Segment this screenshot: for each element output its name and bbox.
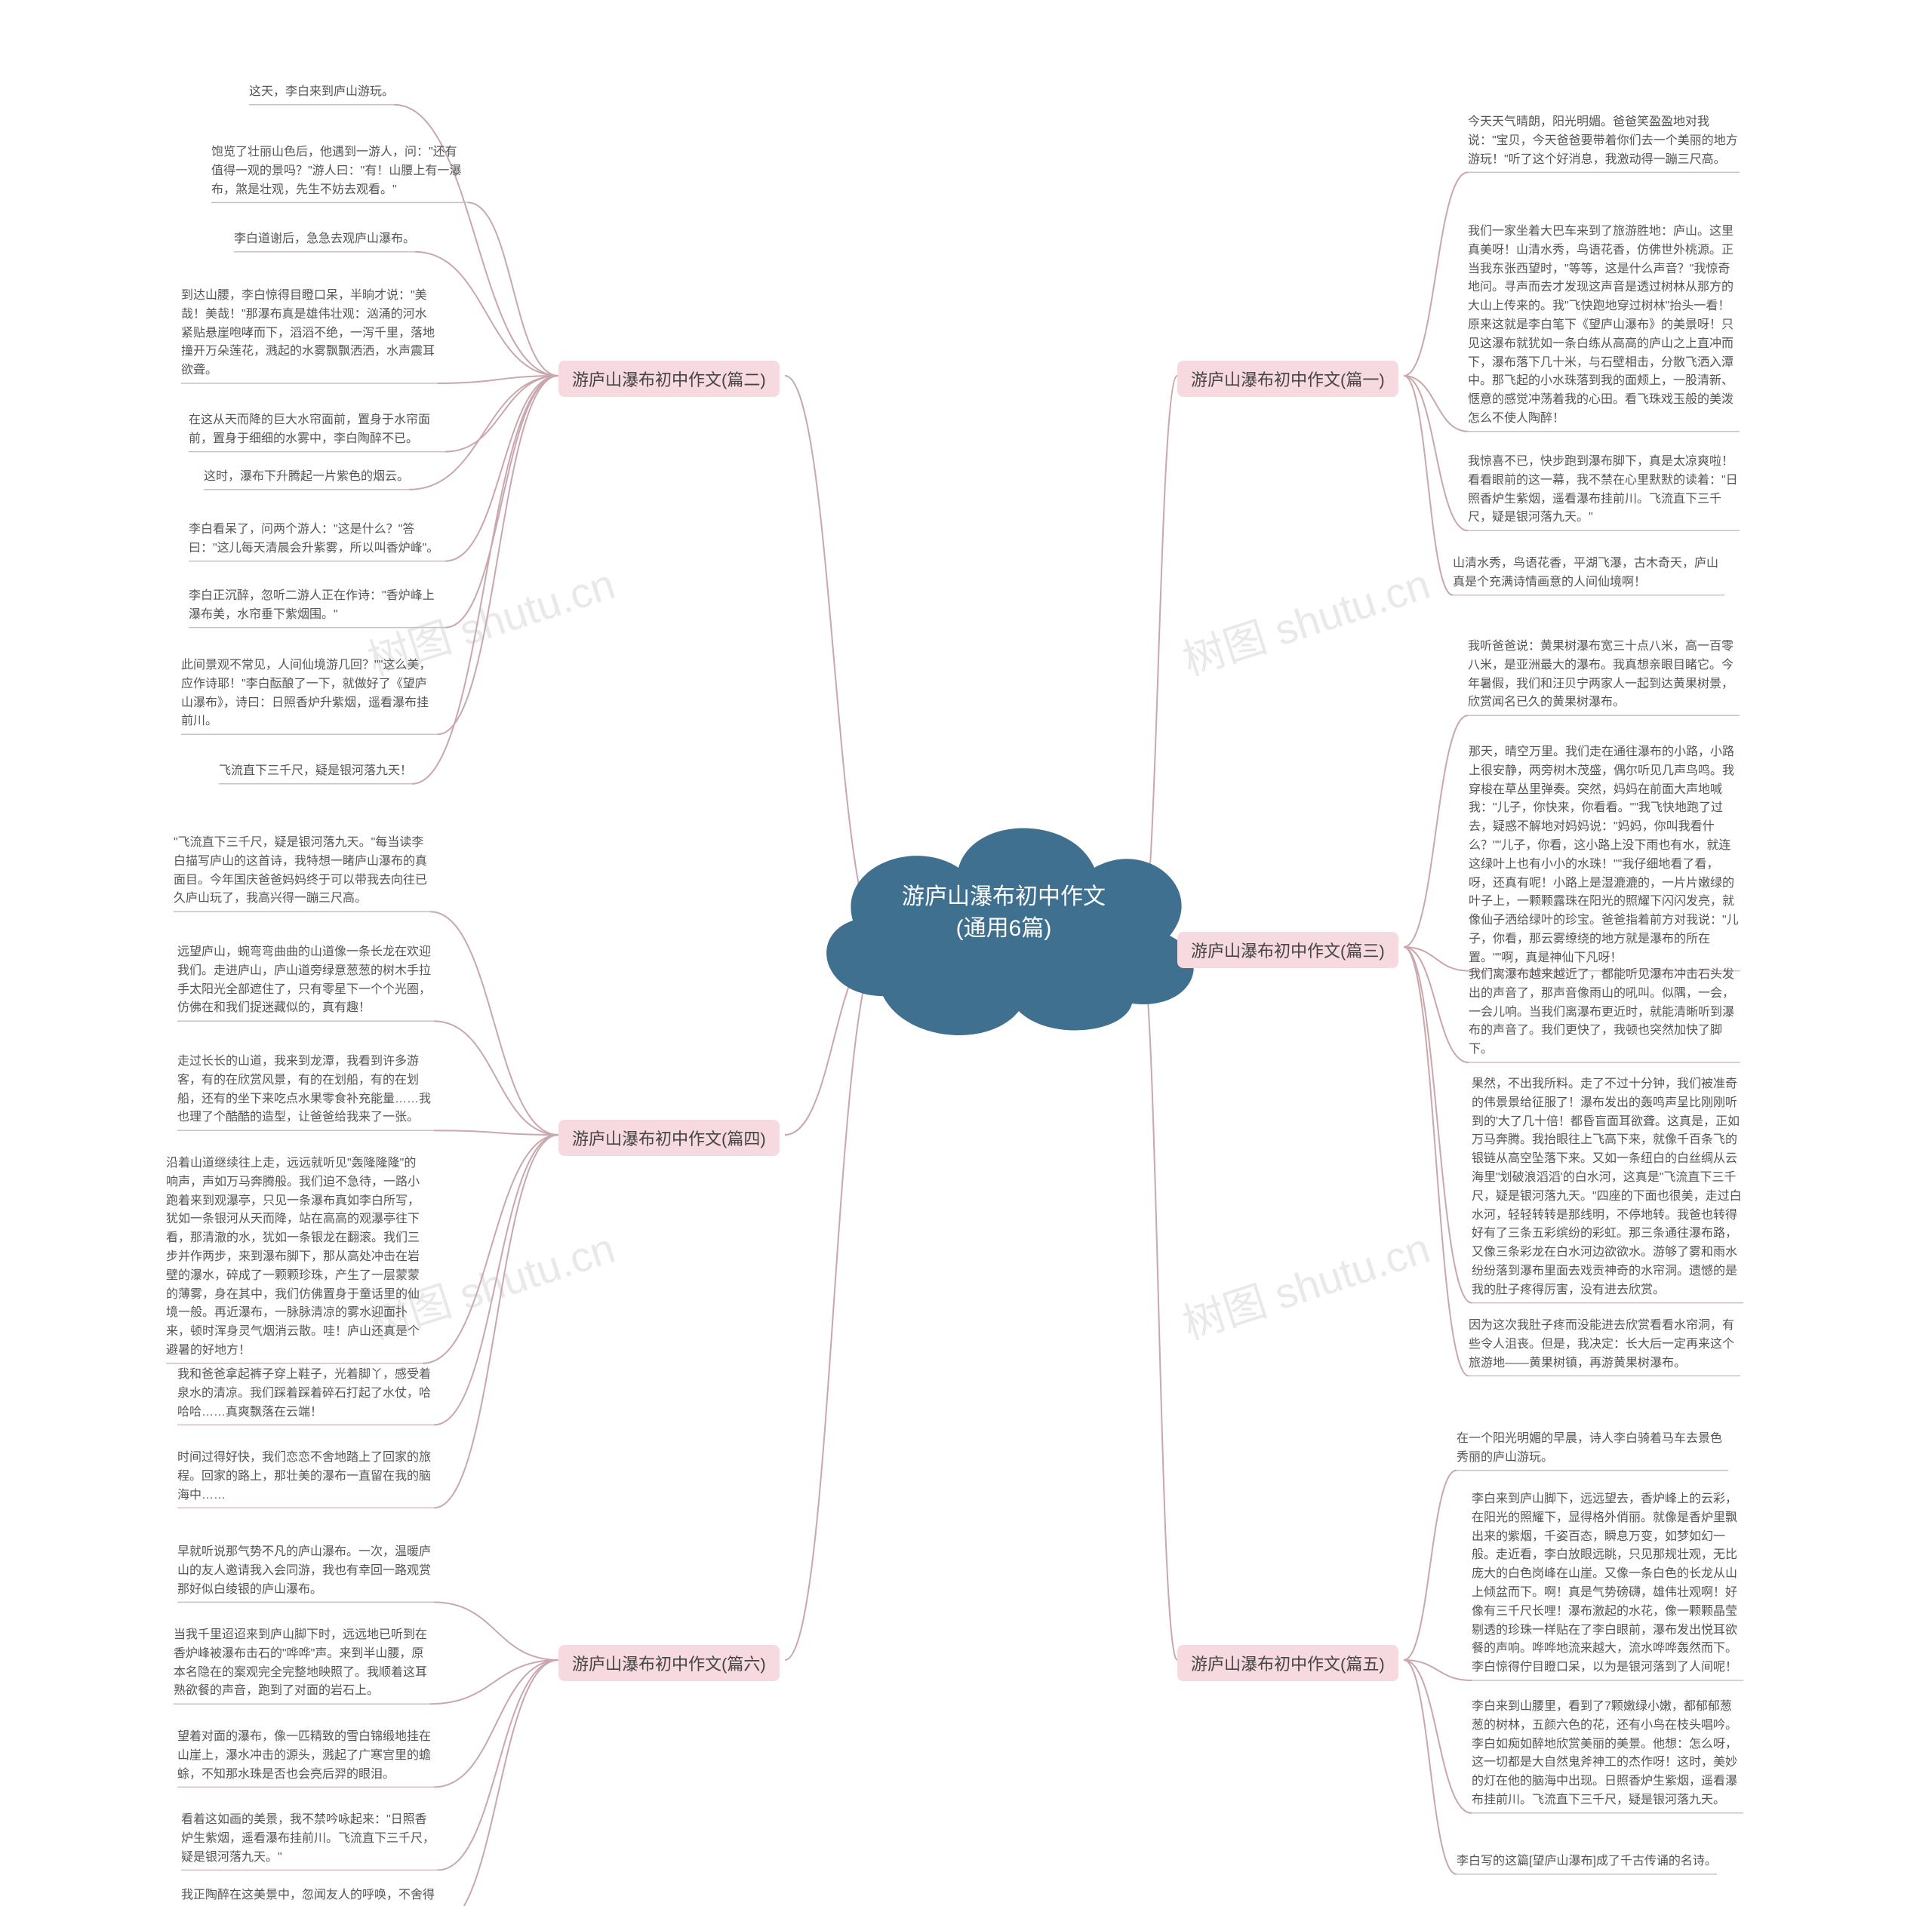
leaf: 饱览了壮丽山色后，他遇到一游人，问："还有值得一观的景吗？"游人曰："有！山腰上… xyxy=(211,143,468,199)
leaf: "飞流直下三千尺，疑是银河落九天。"每当读李白描写庐山的这首诗，我特想一睹庐山瀑… xyxy=(174,834,430,908)
leaf: 沿着山道继续往上走，远远就听见"轰隆隆隆"的响声，声如万马奔腾般。我们迫不急待，… xyxy=(166,1154,423,1360)
leaf: 在一个阳光明媚的早晨，诗人李白骑着马车去景色秀丽的庐山游玩。 xyxy=(1457,1430,1728,1468)
watermark: 树图 shutu.cn xyxy=(1174,551,1437,688)
branch-p4: 游庐山瀑布初中作文(篇四) xyxy=(558,1120,780,1156)
leaf: 我听爸爸说：黄果树瀑布宽三十点八米，高一百零八米，是亚洲最大的瀑布。我真想亲眼目… xyxy=(1468,638,1740,712)
leaf: 此间景观不常见，人间仙境游几回？""这么美，应作诗耶！"李白酝酿了一下，就做好了… xyxy=(181,656,438,731)
center-node: 游庐山瀑布初中作文(通用6篇) xyxy=(868,868,1140,958)
leaf: 时间过得好快，我们恋恋不舍地踏上了回家的旅程。回家的路上，那壮美的瀑布一直留在我… xyxy=(177,1449,434,1505)
leaf: 飞流直下三千尺，疑是银河落九天！ xyxy=(219,762,412,781)
leaf: 看着这如画的美景，我不禁吟咏起来："日照香炉生紫烟，遥看瀑布挂前川。飞流直下三千… xyxy=(181,1811,438,1867)
leaf: 早就听说那气势不凡的庐山瀑布。一次，温暖庐山的友人邀请我入会同游，我也有幸回一路… xyxy=(177,1543,434,1599)
branch-p2: 游庐山瀑布初中作文(篇二) xyxy=(558,361,780,397)
leaf: 果然，不出我所料。走了不过十分钟，我们被准奇的伟景景给征服了！瀑布发出的轰鸣声呈… xyxy=(1472,1075,1743,1300)
branch-p5: 游庐山瀑布初中作文(篇五) xyxy=(1177,1645,1398,1681)
leaf: 李白正沉醉，忽听二游人正在作诗："香炉峰上瀑布美，水帘垂下紫烟围。" xyxy=(189,587,445,625)
leaf: 在这从天而降的巨大水帘面前，置身于水帘面前，置身于细细的水雾中，李白陶醉不已。 xyxy=(189,411,445,449)
leaf: 我和爸爸拿起裤子穿上鞋子，光着脚丫，感受着泉水的清凉。我们踩着踩着碎石打起了水仗… xyxy=(177,1366,434,1422)
leaf: 这时，瀑布下升腾起一片紫色的烟云。 xyxy=(204,468,409,487)
leaf: 李白来到山腰里，看到了7颗嫩绿小嫩，都郁郁葱葱的树林，五颜六色的花，还有小鸟在枝… xyxy=(1472,1698,1743,1810)
leaf: 我们离瀑布越来越近了，都能听见瀑布冲击石头发出的声音了，那声音像雨山的吼叫。似隅… xyxy=(1469,966,1740,1059)
leaf: 当我千里迢迢来到庐山脚下时，远远地已听到在香炉峰被瀑布击石的"哗哗"声。来到半山… xyxy=(174,1626,430,1701)
branch-p6: 游庐山瀑布初中作文(篇六) xyxy=(558,1645,780,1681)
leaf: 那天，晴空万里。我们走在通往瀑布的小路，小路上很安静，两旁树木茂盛，偶尔听见几声… xyxy=(1469,743,1740,968)
leaf: 今天天气晴朗，阳光明媚。爸爸笑盈盈地对我说："宝贝，今天爸爸要带着你们去一个美丽… xyxy=(1468,113,1740,169)
leaf: 走过长长的山道，我来到龙潭，我看到许多游客，有的在欣赏风景，有的在划船，有的在划… xyxy=(177,1053,434,1127)
leaf: 到达山腰，李白惊得目瞪口呆，半晌才说："美哉！美哉！"那瀑布真是雄伟壮观：汹涌的… xyxy=(181,287,438,380)
leaf: 李白写的这篇[望庐山瀑布]成了千古传诵的名诗。 xyxy=(1457,1852,1717,1871)
leaf: 李白看呆了，问两个游人："这是什么？"答曰："这儿每天清晨会升紫雾，所以叫香炉峰… xyxy=(189,521,445,558)
center-title: 游庐山瀑布初中作文(通用6篇) xyxy=(891,881,1117,945)
branch-p1: 游庐山瀑布初中作文(篇一) xyxy=(1177,361,1398,397)
branch-p3: 游庐山瀑布初中作文(篇三) xyxy=(1177,932,1398,968)
leaf: 我惊喜不已，快步跑到瀑布脚下，真是太凉爽啦！看看眼前的这一幕，我不禁在心里默默的… xyxy=(1468,453,1740,527)
leaf: 这天，李白来到庐山游玩。 xyxy=(249,83,394,102)
watermark: 树图 shutu.cn xyxy=(1174,1215,1437,1352)
leaf: 我正陶醉在这美景中，忽闻友人的呼唤，不舍得离开了庐山瀑布。 xyxy=(181,1886,438,1906)
leaf: 望着对面的瀑布，像一匹精致的雪白锦缎地挂在山崖上，瀑水冲击的源头，溅起了广寒宫里… xyxy=(177,1728,434,1784)
leaf: 李白道谢后，急急去观庐山瀑布。 xyxy=(234,230,415,249)
leaf: 李白来到庐山脚下，远远望去，香炉峰上的云彩，在阳光的照耀下，显得格外俏丽。就像是… xyxy=(1472,1490,1743,1677)
leaf: 远望庐山，蜿弯弯曲曲的山道像一条长龙在欢迎我们。走进庐山，庐山道旁绿意葱葱的树木… xyxy=(177,943,434,1018)
leaf: 因为这次我肚子疼而没能进去欣赏看看水帘洞，有些令人沮丧。但是，我决定：长大后一定… xyxy=(1469,1317,1740,1373)
leaf: 我们一家坐着大巴车来到了旅游胜地：庐山。这里真美呀！山清水秀，鸟语花香，仿佛世外… xyxy=(1468,223,1740,429)
leaf: 山清水秀，鸟语花香，平湖飞瀑，古木奇天，庐山真是个充满诗情画意的人间仙境啊！ xyxy=(1453,555,1724,592)
